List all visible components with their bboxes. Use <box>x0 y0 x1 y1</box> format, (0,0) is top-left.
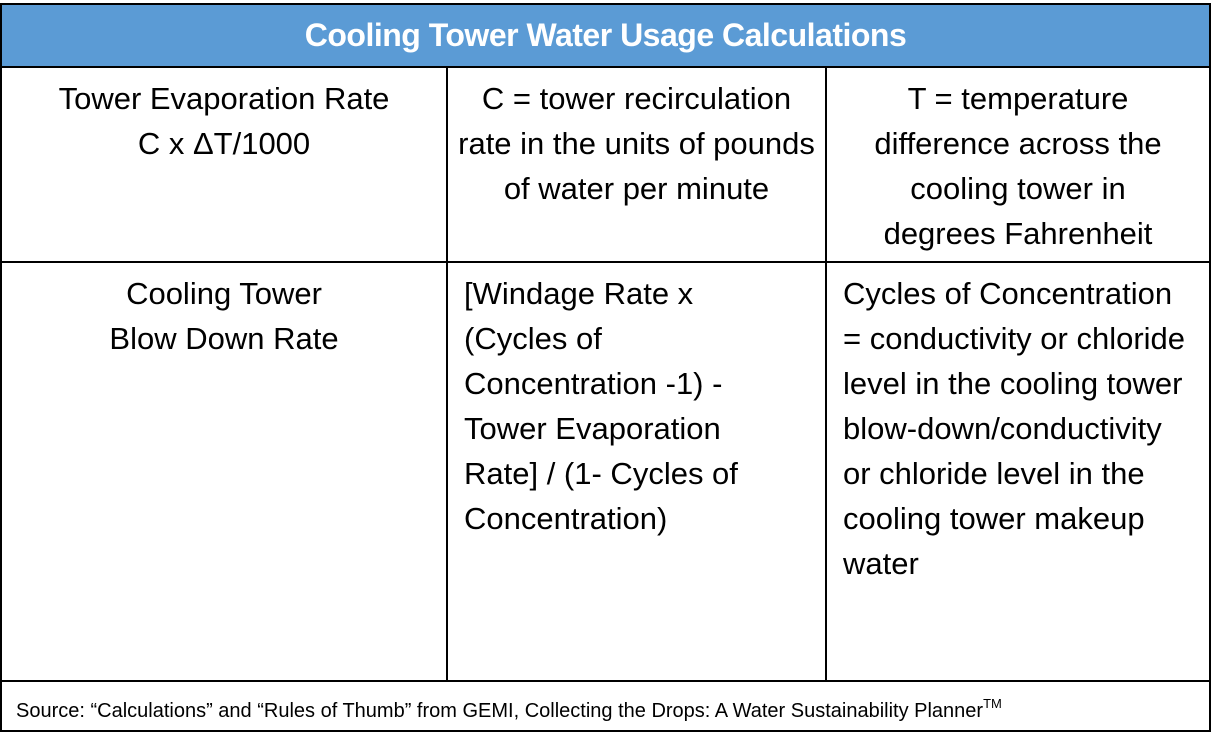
trademark-superscript: TM <box>983 696 1002 711</box>
row1-label-cell: Tower Evaporation Rate C x ΔT/1000 <box>2 68 446 261</box>
row1-definition: C = tower recirculation rate in the unit… <box>458 81 815 206</box>
row1-note: T = temperature difference across the co… <box>874 81 1162 251</box>
table-title-bar: Cooling Tower Water Usage Calculations <box>2 5 1209 68</box>
row2-label-cell: Cooling Tower Blow Down Rate <box>2 263 446 680</box>
row2-note-cell: Cycles of Concentration = conductivity o… <box>827 263 1209 680</box>
source-text: Source: “Calculations” and “Rules of Thu… <box>16 700 984 722</box>
row-divider <box>2 261 1209 263</box>
row1-label-line2: C x ΔT/1000 <box>137 126 311 161</box>
row2-label-line2: Blow Down Rate <box>109 321 339 356</box>
calculations-table: Cooling Tower Water Usage Calculations T… <box>0 3 1211 732</box>
column-divider <box>825 68 827 682</box>
row-divider <box>2 680 1209 682</box>
row2-formula-cell: [Windage Rate x (Cycles of Concentration… <box>448 263 825 680</box>
row2-note: Cycles of Concentration = conductivity o… <box>843 276 1186 581</box>
row1-definition-cell: C = tower recirculation rate in the unit… <box>448 68 825 261</box>
row2-label-line1: Cooling Tower <box>126 276 322 311</box>
row2-formula: [Windage Rate x (Cycles of Concentration… <box>464 276 738 536</box>
source-footnote: Source: “Calculations” and “Rules of Thu… <box>2 682 1209 730</box>
row1-note-cell: T = temperature difference across the co… <box>827 68 1209 261</box>
row1-label-line1: Tower Evaporation Rate <box>58 81 390 116</box>
table-title: Cooling Tower Water Usage Calculations <box>304 17 907 53</box>
column-divider <box>446 68 448 682</box>
